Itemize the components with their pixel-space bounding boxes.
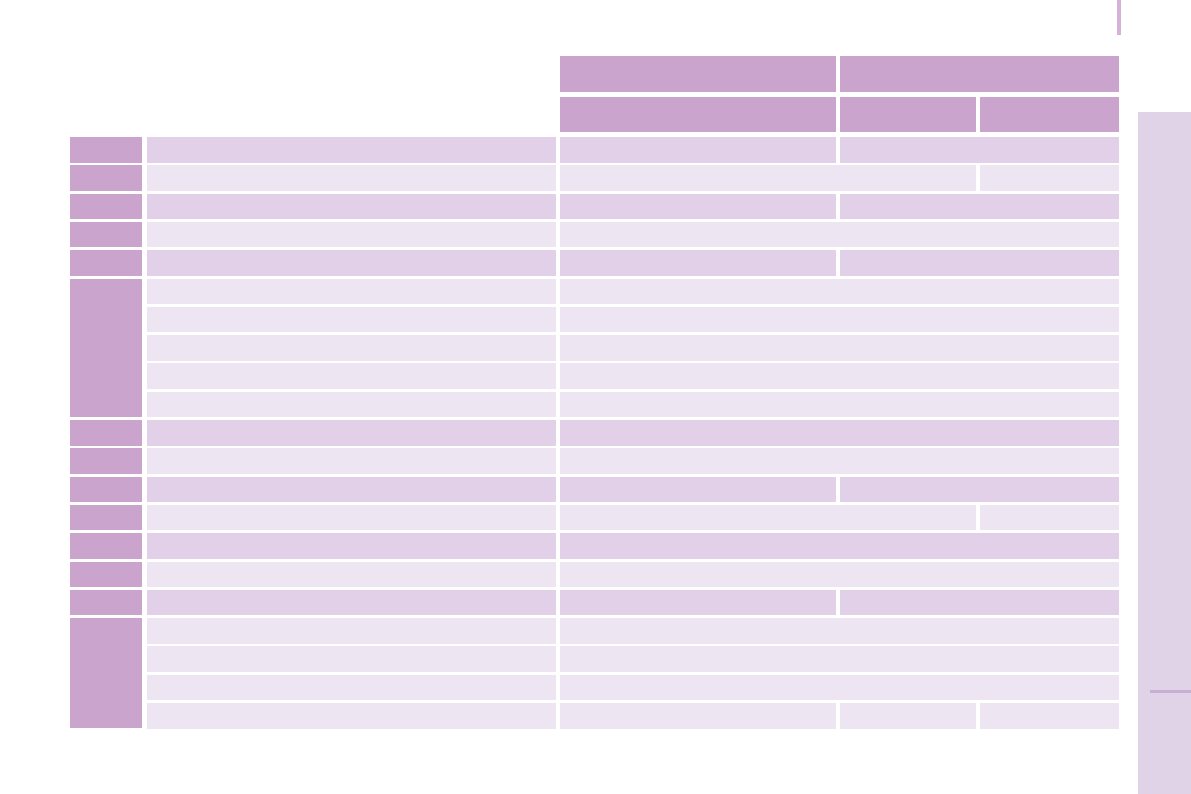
table-cell [560, 533, 1119, 559]
table-cell [980, 165, 1119, 191]
table-cell [147, 250, 556, 276]
table-cell [560, 703, 836, 729]
table-cell [560, 504, 976, 531]
table-cell [560, 561, 1119, 587]
row-label-cell [70, 448, 142, 474]
row-label-cell [70, 221, 142, 248]
table-cell [147, 504, 556, 531]
header-group-cell-1 [560, 56, 836, 92]
row-label-cell [70, 476, 142, 503]
table-cell [147, 165, 556, 191]
table-cell [560, 137, 836, 163]
table-cell [840, 703, 976, 729]
row-label-cell-merged [70, 618, 142, 729]
header-subcell-2 [840, 97, 976, 132]
header-subcell-3 [980, 97, 1119, 132]
table-cell [147, 221, 556, 248]
table-cell [560, 448, 1119, 474]
table-cell [147, 589, 556, 616]
table-cell [560, 278, 1119, 304]
table-cell [147, 476, 556, 503]
table-cell [560, 221, 1119, 248]
row-label-cell [70, 165, 142, 191]
row-label-cell [70, 193, 142, 220]
table-cell [840, 250, 1119, 276]
table-cell [560, 476, 836, 503]
table-cell [147, 193, 556, 220]
row-label-cell [70, 589, 142, 616]
table-cell [560, 391, 1119, 418]
table-cell [147, 646, 556, 672]
header-group-cell-2 [840, 56, 1119, 92]
page-edge-tick [1117, 0, 1121, 35]
row-label-cell [70, 533, 142, 559]
table-cell [147, 278, 556, 304]
row-label-cell [70, 561, 142, 587]
table-cell [560, 674, 1119, 701]
header-subcell-1 [560, 97, 836, 132]
table-cell [560, 363, 1119, 389]
table-cell [560, 165, 976, 191]
table-cell [147, 137, 556, 163]
table-cell [147, 420, 556, 446]
table-cell [147, 335, 556, 361]
table-cell [147, 363, 556, 389]
table-cell [560, 646, 1119, 672]
table-cell [560, 306, 1119, 333]
table-cell [980, 703, 1119, 729]
table-cell [840, 193, 1119, 220]
table-cell [147, 391, 556, 418]
table-cell [840, 476, 1119, 503]
table-cell [147, 703, 556, 729]
margin-bar-divider [1150, 690, 1191, 693]
right-margin-bar [1138, 112, 1191, 794]
row-label-cell-merged [70, 278, 142, 418]
row-label-cell [70, 250, 142, 276]
table-cell [147, 448, 556, 474]
table-cell [560, 193, 836, 220]
table-cell [147, 306, 556, 333]
table-cell [147, 561, 556, 587]
row-label-cell [70, 137, 142, 163]
table-cell [560, 250, 836, 276]
table-cell [980, 504, 1119, 531]
table-cell [840, 137, 1119, 163]
table-cell [560, 335, 1119, 361]
table-cell [147, 533, 556, 559]
table-cell [560, 618, 1119, 644]
table-cell [560, 420, 1119, 446]
table-cell [147, 618, 556, 644]
table-cell [560, 589, 836, 616]
table-cell [840, 589, 1119, 616]
row-label-cell [70, 420, 142, 446]
table-cell [147, 674, 556, 701]
row-label-cell [70, 504, 142, 531]
